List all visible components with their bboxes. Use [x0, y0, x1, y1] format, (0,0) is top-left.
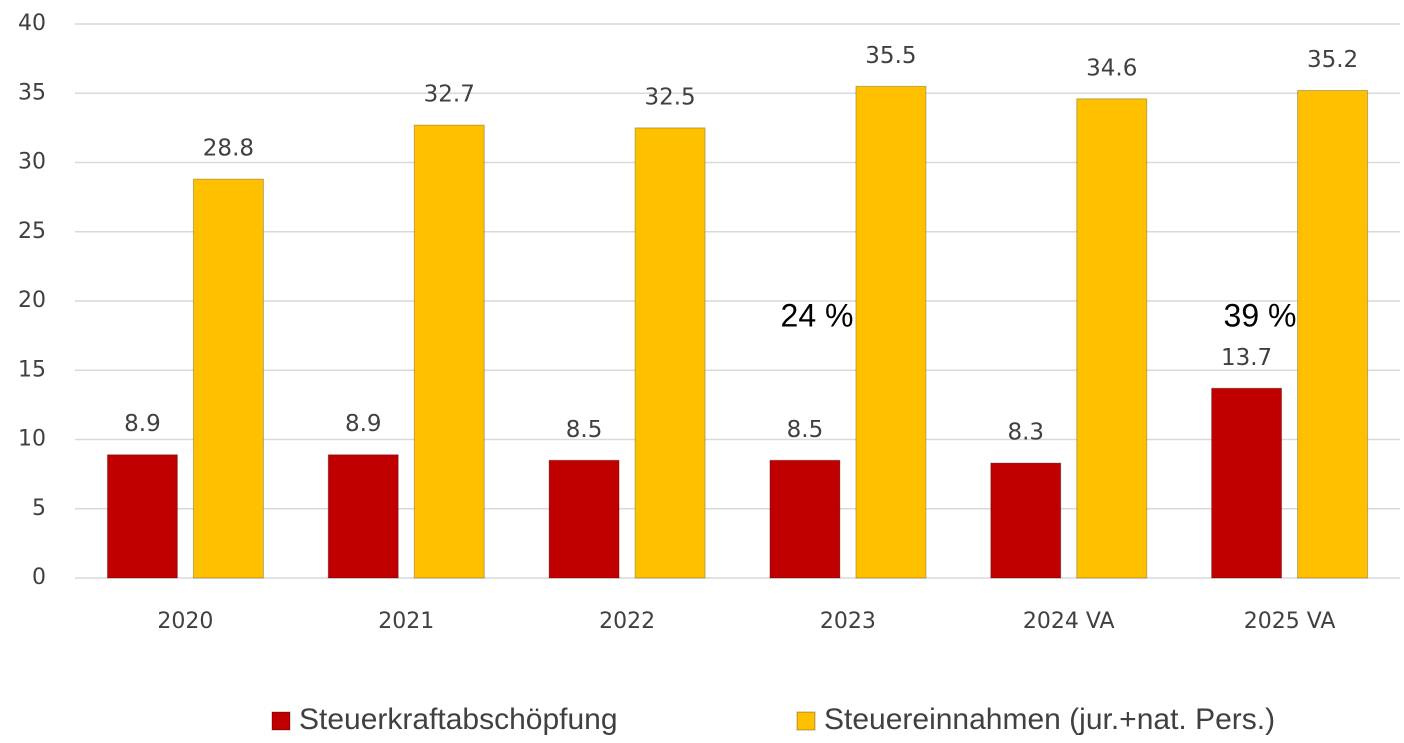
- data-label: 32.5: [644, 84, 695, 110]
- data-label: 8.9: [124, 411, 161, 437]
- x-tick-label: 2022: [599, 609, 655, 634]
- annotation: 39 %: [1224, 297, 1297, 333]
- data-label: 13.7: [1221, 345, 1272, 371]
- bar: [327, 454, 399, 579]
- bar: [1211, 387, 1283, 579]
- bar: [548, 459, 620, 579]
- annotation: 24 %: [781, 297, 854, 333]
- x-tick-label: 2023: [820, 609, 876, 634]
- data-label: 35.2: [1307, 47, 1358, 73]
- bar: [192, 178, 264, 579]
- legend-label: Steuereinnahmen (jur.+nat. Pers.): [824, 703, 1275, 736]
- x-tick-label: 2020: [157, 609, 213, 634]
- x-tick-label: 2021: [378, 609, 434, 634]
- data-label: 8.5: [566, 417, 603, 443]
- bar: [413, 124, 485, 579]
- data-label: 8.9: [345, 411, 382, 437]
- bar: [769, 459, 841, 579]
- bar: [1297, 89, 1369, 579]
- y-tick-label: 5: [32, 496, 46, 521]
- y-tick-label: 10: [18, 427, 46, 452]
- y-tick-label: 15: [18, 357, 46, 382]
- legend-swatch: [271, 711, 291, 731]
- bar: [855, 85, 927, 579]
- y-tick-label: 35: [18, 80, 46, 105]
- y-tick-label: 40: [18, 11, 46, 36]
- legend-swatch: [796, 711, 816, 731]
- x-tick-label: 2024 VA: [1023, 609, 1115, 634]
- bar: [990, 462, 1062, 579]
- bar: [106, 454, 178, 579]
- data-label: 8.3: [1007, 420, 1044, 446]
- data-label: 34.6: [1086, 55, 1137, 81]
- y-tick-label: 25: [18, 219, 46, 244]
- data-label: 35.5: [865, 43, 916, 69]
- y-tick-label: 0: [32, 565, 46, 590]
- bar: [1076, 98, 1148, 579]
- data-label: 8.5: [787, 417, 824, 443]
- data-label: 28.8: [203, 136, 254, 162]
- y-tick-label: 30: [18, 150, 46, 175]
- x-tick-label: 2025 VA: [1244, 609, 1336, 634]
- bar: [634, 127, 706, 579]
- data-label: 32.7: [424, 82, 475, 108]
- y-tick-label: 20: [18, 288, 46, 313]
- legend-label: Steuerkraftabschöpfung: [299, 703, 618, 736]
